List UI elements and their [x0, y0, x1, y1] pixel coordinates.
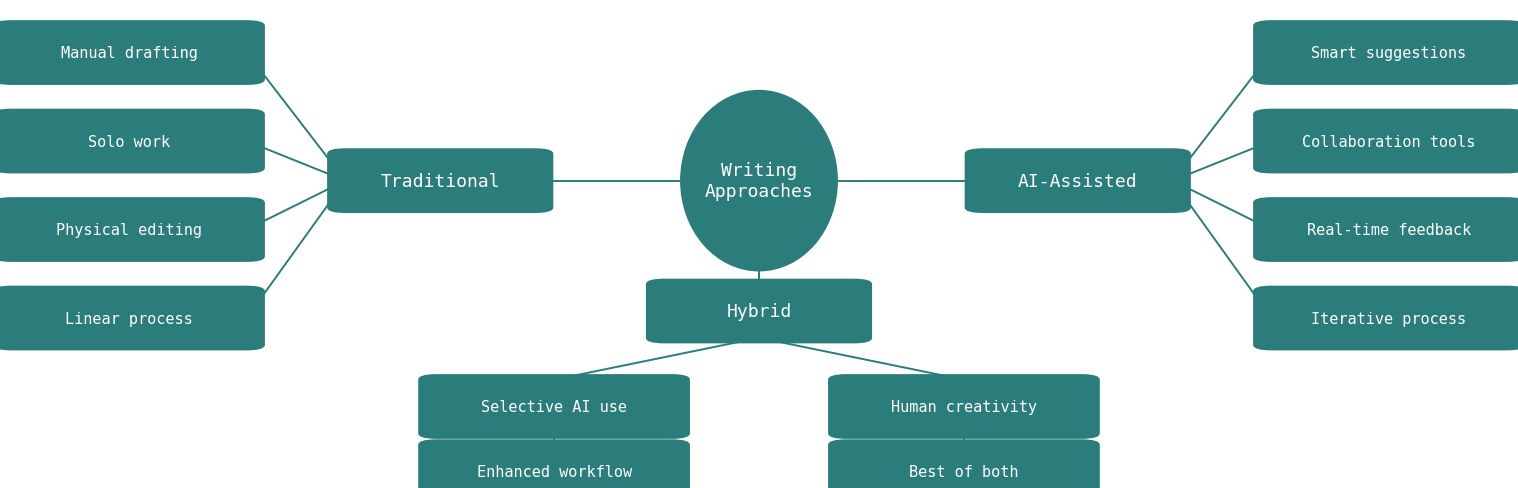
FancyBboxPatch shape	[1254, 21, 1518, 86]
FancyBboxPatch shape	[0, 21, 264, 86]
Text: Enhanced workflow: Enhanced workflow	[477, 464, 631, 479]
Text: Iterative process: Iterative process	[1312, 311, 1466, 326]
FancyBboxPatch shape	[647, 279, 871, 344]
FancyBboxPatch shape	[0, 109, 264, 174]
Text: Linear process: Linear process	[65, 311, 193, 326]
Text: Traditional: Traditional	[381, 172, 499, 190]
Text: Solo work: Solo work	[88, 134, 170, 149]
Text: Collaboration tools: Collaboration tools	[1302, 134, 1475, 149]
Text: Best of both: Best of both	[909, 464, 1019, 479]
Text: AI-Assisted: AI-Assisted	[1019, 172, 1137, 190]
FancyBboxPatch shape	[417, 439, 689, 488]
Text: Human creativity: Human creativity	[891, 399, 1037, 414]
Text: Smart suggestions: Smart suggestions	[1312, 46, 1466, 61]
FancyBboxPatch shape	[0, 286, 264, 351]
FancyBboxPatch shape	[829, 374, 1099, 439]
FancyBboxPatch shape	[829, 439, 1099, 488]
Text: Hybrid: Hybrid	[727, 303, 791, 321]
FancyBboxPatch shape	[1254, 109, 1518, 174]
FancyBboxPatch shape	[417, 374, 689, 439]
FancyBboxPatch shape	[965, 149, 1190, 214]
Text: Real-time feedback: Real-time feedback	[1307, 223, 1471, 238]
Text: Physical editing: Physical editing	[56, 223, 202, 238]
FancyBboxPatch shape	[0, 198, 264, 263]
FancyBboxPatch shape	[1254, 286, 1518, 351]
Text: Manual drafting: Manual drafting	[61, 46, 197, 61]
FancyBboxPatch shape	[1254, 198, 1518, 263]
Ellipse shape	[680, 91, 838, 272]
Text: Writing
Approaches: Writing Approaches	[704, 162, 814, 201]
FancyBboxPatch shape	[328, 149, 553, 214]
Text: Selective AI use: Selective AI use	[481, 399, 627, 414]
